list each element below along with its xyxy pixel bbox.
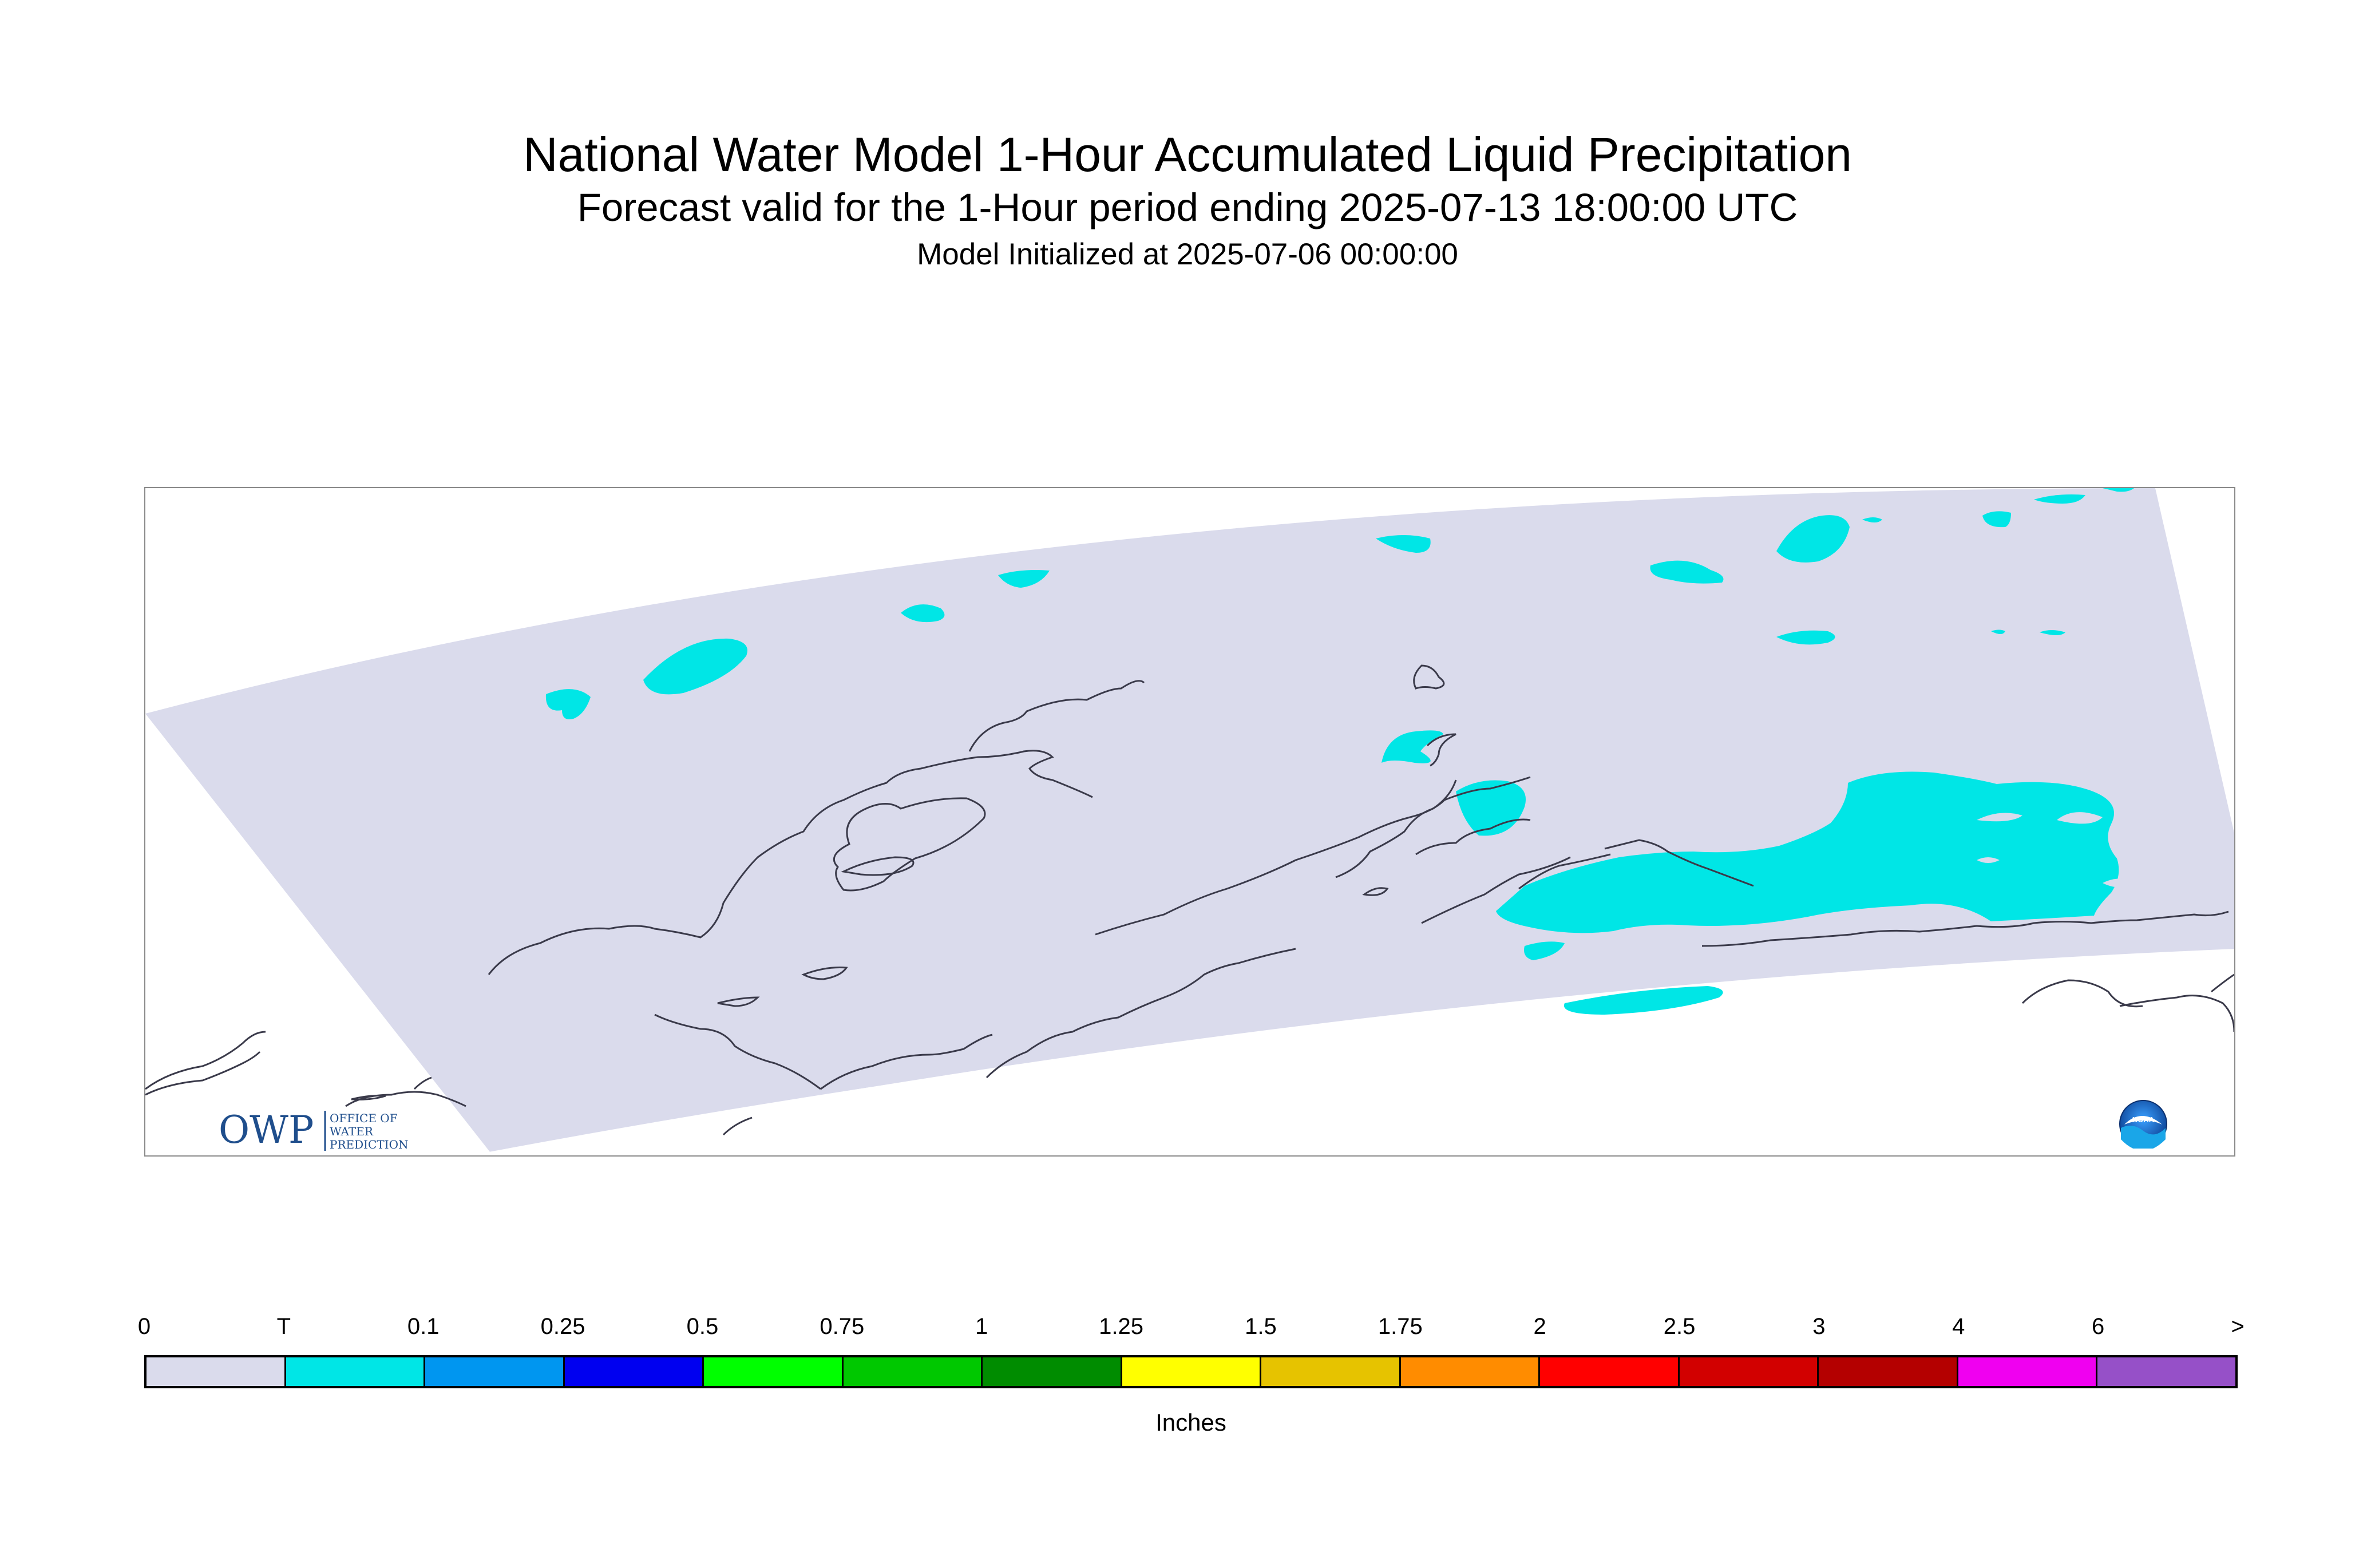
legend-swatch — [1122, 1357, 1262, 1386]
legend-tick-label: T — [276, 1314, 291, 1339]
svg-text:NOAA: NOAA — [2132, 1115, 2155, 1124]
precip-patch — [1650, 560, 1724, 584]
map-title: National Water Model 1-Hour Accumulated … — [522, 128, 1852, 181]
owp-logo-line: WATER — [330, 1124, 374, 1138]
model-init-line: Model Initialized at 2025-07-06 00:00:00 — [917, 237, 1458, 271]
precip-patch — [1524, 941, 1565, 960]
legend-swatch — [147, 1357, 286, 1386]
legend-swatch — [1540, 1357, 1680, 1386]
trace-precipitation-areas — [545, 488, 2134, 1015]
precip-patch — [1376, 535, 1431, 553]
precip-patch — [901, 604, 945, 623]
precipitation-map — [145, 488, 2234, 1155]
legend-units-label: Inches — [1155, 1409, 1226, 1436]
legend-tick-label: 0.75 — [820, 1314, 865, 1339]
owp-logo-line: PREDICTION — [330, 1138, 409, 1151]
precip-patch — [1776, 630, 1835, 645]
precip-patch — [1496, 771, 2119, 933]
legend-swatch — [564, 1357, 704, 1386]
legend-tick-label: 4 — [1952, 1314, 1965, 1339]
legend-swatch — [286, 1357, 426, 1386]
legend-swatch — [1261, 1357, 1401, 1386]
legend-swatch — [1679, 1357, 1819, 1386]
precip-patch — [2022, 836, 2053, 857]
legend-color-bar — [144, 1355, 2238, 1388]
legend-tick-label: 0.5 — [686, 1314, 719, 1339]
legend-tick-label: 0.25 — [540, 1314, 585, 1339]
color-legend: 0 T 0.1 0.25 0.5 0.75 1 1.25 1.5 1.75 2 2.5 3 4 6 > Inc… — [138, 1314, 2245, 1486]
legend-swatch — [2097, 1357, 2235, 1386]
legend-swatch — [704, 1357, 844, 1386]
dry-gaps — [1977, 812, 2188, 913]
precip-patch — [1991, 629, 2005, 634]
precip-patch — [643, 638, 747, 695]
outside-domain-right — [489, 957, 2234, 1155]
legend-tick-label: 1 — [975, 1314, 988, 1339]
legend-swatch — [1958, 1357, 2098, 1386]
precip-patch — [2040, 630, 2065, 635]
precip-patch — [998, 570, 1050, 588]
forecast-valid-subtitle: Forecast valid for the 1-Hour period end… — [577, 185, 1798, 229]
coastline-outside — [145, 1051, 386, 1100]
legend-swatch — [1819, 1357, 1958, 1386]
precip-patch — [2034, 494, 2085, 504]
precip-patch — [1382, 730, 1443, 763]
legend-tick-label: 1.25 — [1099, 1314, 1143, 1339]
legend-tick-label: 2.5 — [1663, 1314, 1696, 1339]
legend-tick-label: 6 — [2092, 1314, 2105, 1339]
legend-tick-label: 2 — [1533, 1314, 1546, 1339]
precip-patch — [2103, 488, 2134, 492]
legend-swatch — [1400, 1357, 1541, 1386]
legend-tick-label: 3 — [1812, 1314, 1826, 1339]
map-panel: OWP OFFICE OF WATER PREDICTION NOAA — [144, 487, 2235, 1157]
owp-logo: OWP OFFICE OF WATER PREDICTION — [219, 1105, 448, 1155]
legend-tick-label: 0.1 — [407, 1314, 440, 1339]
precip-patch — [1862, 517, 1882, 522]
legend-tick-label: 0 — [137, 1314, 151, 1339]
owp-logo-letters: OWP — [219, 1108, 314, 1152]
outside-domain-right-edge — [2155, 488, 2234, 833]
legend-swatch — [983, 1357, 1122, 1386]
legend-tick-label: 1.75 — [1378, 1314, 1423, 1339]
precip-patch — [1563, 986, 1723, 1015]
owp-logo-line: OFFICE OF — [330, 1111, 398, 1125]
legend-tick-label: > — [2231, 1314, 2245, 1339]
precip-patch — [1776, 515, 1850, 563]
legend-swatch — [425, 1357, 565, 1386]
precip-patch — [545, 689, 591, 719]
precip-patch — [1982, 511, 2011, 528]
coastline — [145, 664, 2234, 1136]
noaa-logo: NOAA — [2119, 1099, 2168, 1151]
legend-tick-label: 1.5 — [1245, 1314, 1277, 1339]
model-domain-area — [145, 488, 2234, 1155]
legend-swatch — [843, 1357, 983, 1386]
